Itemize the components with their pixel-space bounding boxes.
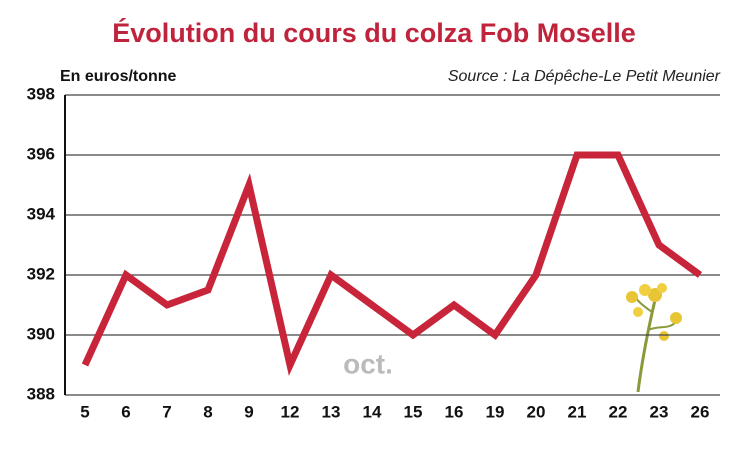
x-tick-label: 5 <box>80 402 89 421</box>
x-tick-label: 16 <box>445 402 464 421</box>
x-tick-label: 22 <box>609 402 628 421</box>
y-tick-label: 394 <box>27 204 56 223</box>
y-tick-label: 388 <box>27 384 55 403</box>
x-tick-label: 8 <box>203 402 212 421</box>
month-annotation: oct. <box>343 348 393 379</box>
flower-illustration <box>626 283 682 393</box>
x-tick-label: 13 <box>322 402 341 421</box>
x-tick-label: 7 <box>162 402 171 421</box>
source: Source : La Dépêche-Le Petit Meunier <box>448 68 721 85</box>
y-tick-label: 398 <box>27 84 55 103</box>
x-tick-label: 26 <box>691 402 710 421</box>
x-tick-label: 6 <box>121 402 130 421</box>
x-tick-label: 23 <box>650 402 669 421</box>
y-tick-label: 390 <box>27 324 55 343</box>
y-tick-label: 392 <box>27 264 55 283</box>
y-axis-label: En euros/tonne <box>60 68 177 85</box>
x-tick-label: 12 <box>281 402 300 421</box>
x-tick-label: 19 <box>486 402 505 421</box>
line <box>81 151 703 376</box>
y-tick-label: 396 <box>27 144 55 163</box>
chart-title: Évolution du cours du colza Fob Moselle <box>112 17 636 48</box>
x-tick-label: 14 <box>363 402 382 421</box>
x-tick-label: 9 <box>244 402 253 421</box>
x-tick-label: 20 <box>527 402 546 421</box>
x-tick-label: 15 <box>404 402 423 421</box>
x-tick-label: 21 <box>568 402 587 421</box>
